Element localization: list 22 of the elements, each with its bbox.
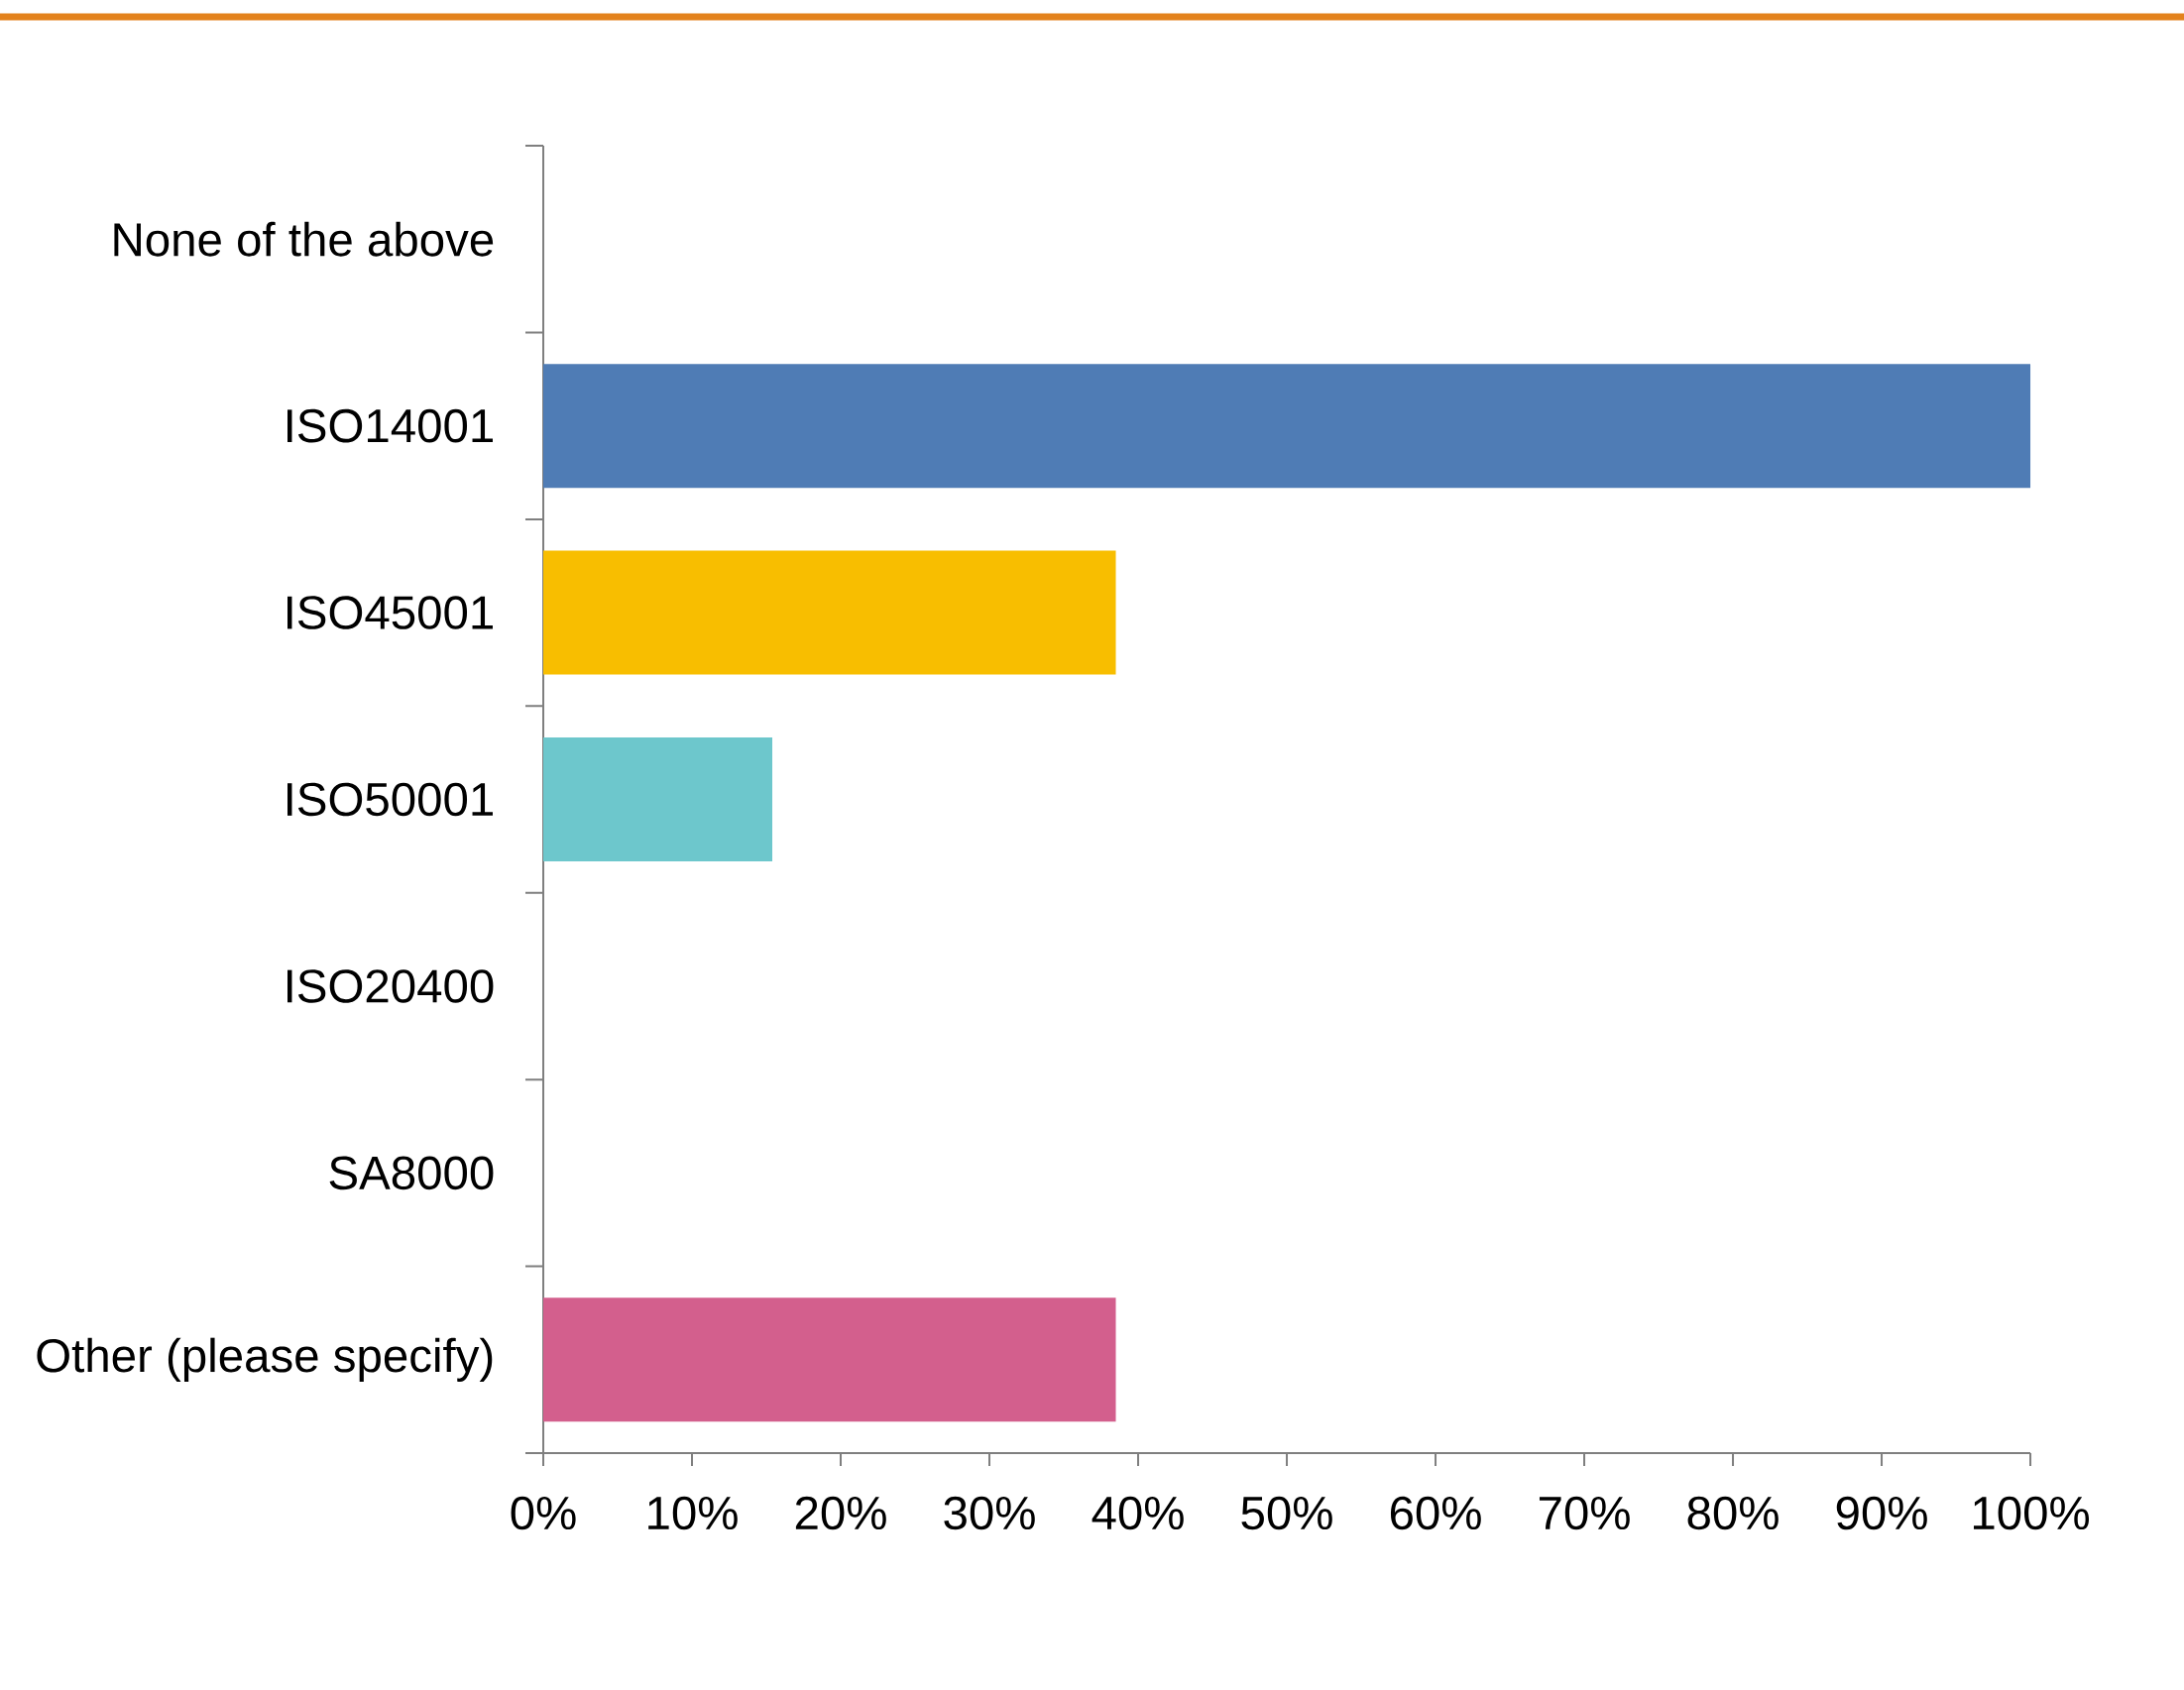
x-tick-label: 40% [1092, 1496, 1184, 1530]
x-tick-label: 100% [1973, 1496, 2090, 1530]
y-tick-label: ISO20400 [287, 969, 494, 1003]
x-tick-label: 70% [1539, 1496, 1630, 1530]
x-tick-label: 20% [795, 1496, 886, 1530]
x-tick-label: 0% [511, 1496, 576, 1530]
x-tick-label: 80% [1687, 1496, 1779, 1530]
x-tick-label: 50% [1241, 1496, 1332, 1530]
y-tick-label: None of the above [114, 221, 494, 257]
y-tick-label: SA8000 [329, 1156, 494, 1190]
x-tick-label: 90% [1836, 1496, 1927, 1530]
bar [543, 364, 2031, 489]
y-tick-label: ISO50001 [287, 782, 493, 817]
bar [543, 737, 773, 862]
y-tick-label: ISO45001 [287, 596, 493, 629]
bar [543, 550, 1116, 675]
x-tick-label: 30% [944, 1496, 1035, 1530]
x-tick-label: 10% [648, 1496, 738, 1530]
y-tick-label: ISO14001 [287, 408, 493, 443]
bar [543, 1297, 1116, 1422]
y-tick-label: Other (please specify) [37, 1337, 493, 1382]
x-tick-label: 60% [1390, 1496, 1481, 1530]
